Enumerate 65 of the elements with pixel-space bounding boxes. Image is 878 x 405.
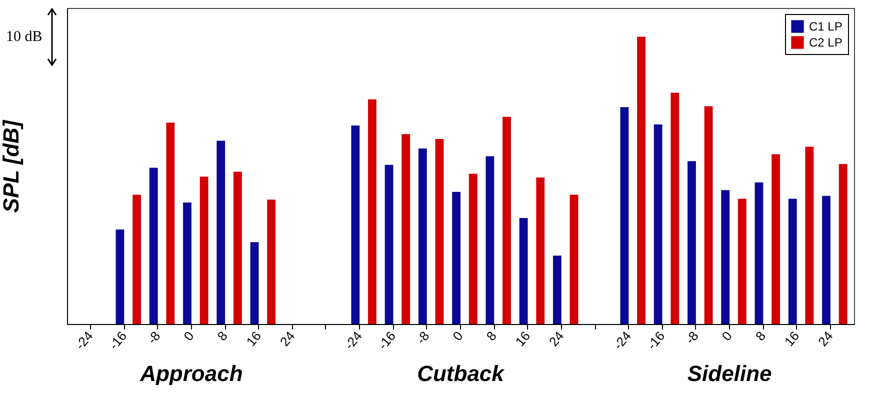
bar [452,192,460,324]
bar [267,200,276,324]
x-tick-label: 0 [450,328,466,344]
bar [166,122,175,324]
bar [688,161,696,324]
bar [418,148,427,324]
bar [200,176,208,324]
x-tick-label: -16 [644,328,668,352]
bar [368,99,376,324]
bar [519,218,528,324]
x-tick-label: 24 [815,328,836,350]
bar [468,174,478,324]
legend-label: C2 LP [809,36,842,50]
text: 10 dB [6,28,42,46]
x-tick-label: 16 [512,328,534,350]
bar [233,172,242,324]
bar [738,198,746,324]
y-axis-title: SPL [dB] [0,120,24,213]
bar [754,182,764,324]
bar [772,154,780,324]
bar [552,256,562,324]
x-tick-label: 0 [180,328,197,344]
bar [570,194,578,324]
bar [435,138,444,324]
bar [250,242,259,324]
bar [351,125,360,324]
bar [822,196,830,324]
x-tick-label: 16 [243,328,264,350]
bar [838,164,848,324]
legend-label: C1 LP [809,20,842,34]
bar [805,146,814,324]
bar [486,156,494,324]
text: Sideline [687,361,772,386]
bar [536,177,545,324]
x-tick-label: -16 [106,328,130,352]
text: Cutback [417,361,506,386]
bar [670,92,680,324]
bar [788,198,797,324]
bar [721,190,730,324]
x-tick-label: 24 [546,328,567,350]
x-tick-label: 8 [483,328,500,344]
bar [654,124,662,324]
bar [216,140,226,324]
x-tick-label: 8 [214,328,230,344]
bar [116,229,124,324]
x-tick-label: -8 [413,328,432,347]
bar [384,164,394,324]
x-tick-label: -24 [610,328,634,352]
bar [502,116,511,324]
x-tick-label: 16 [781,328,802,350]
bar [132,194,141,324]
x-tick-label: 8 [752,328,769,344]
x-tick-label: 0 [718,328,735,344]
bar [620,107,629,324]
bar [149,168,158,324]
bar [704,106,713,324]
bar [637,36,646,324]
x-tick-label: -16 [375,328,399,352]
x-tick-label: -8 [682,328,702,347]
bar [183,202,192,324]
x-tick-label: -24 [72,328,96,352]
x-tick-label: 24 [276,328,298,350]
bar [402,134,410,324]
x-tick-label: -8 [144,328,164,347]
x-tick-label: -24 [341,328,365,352]
